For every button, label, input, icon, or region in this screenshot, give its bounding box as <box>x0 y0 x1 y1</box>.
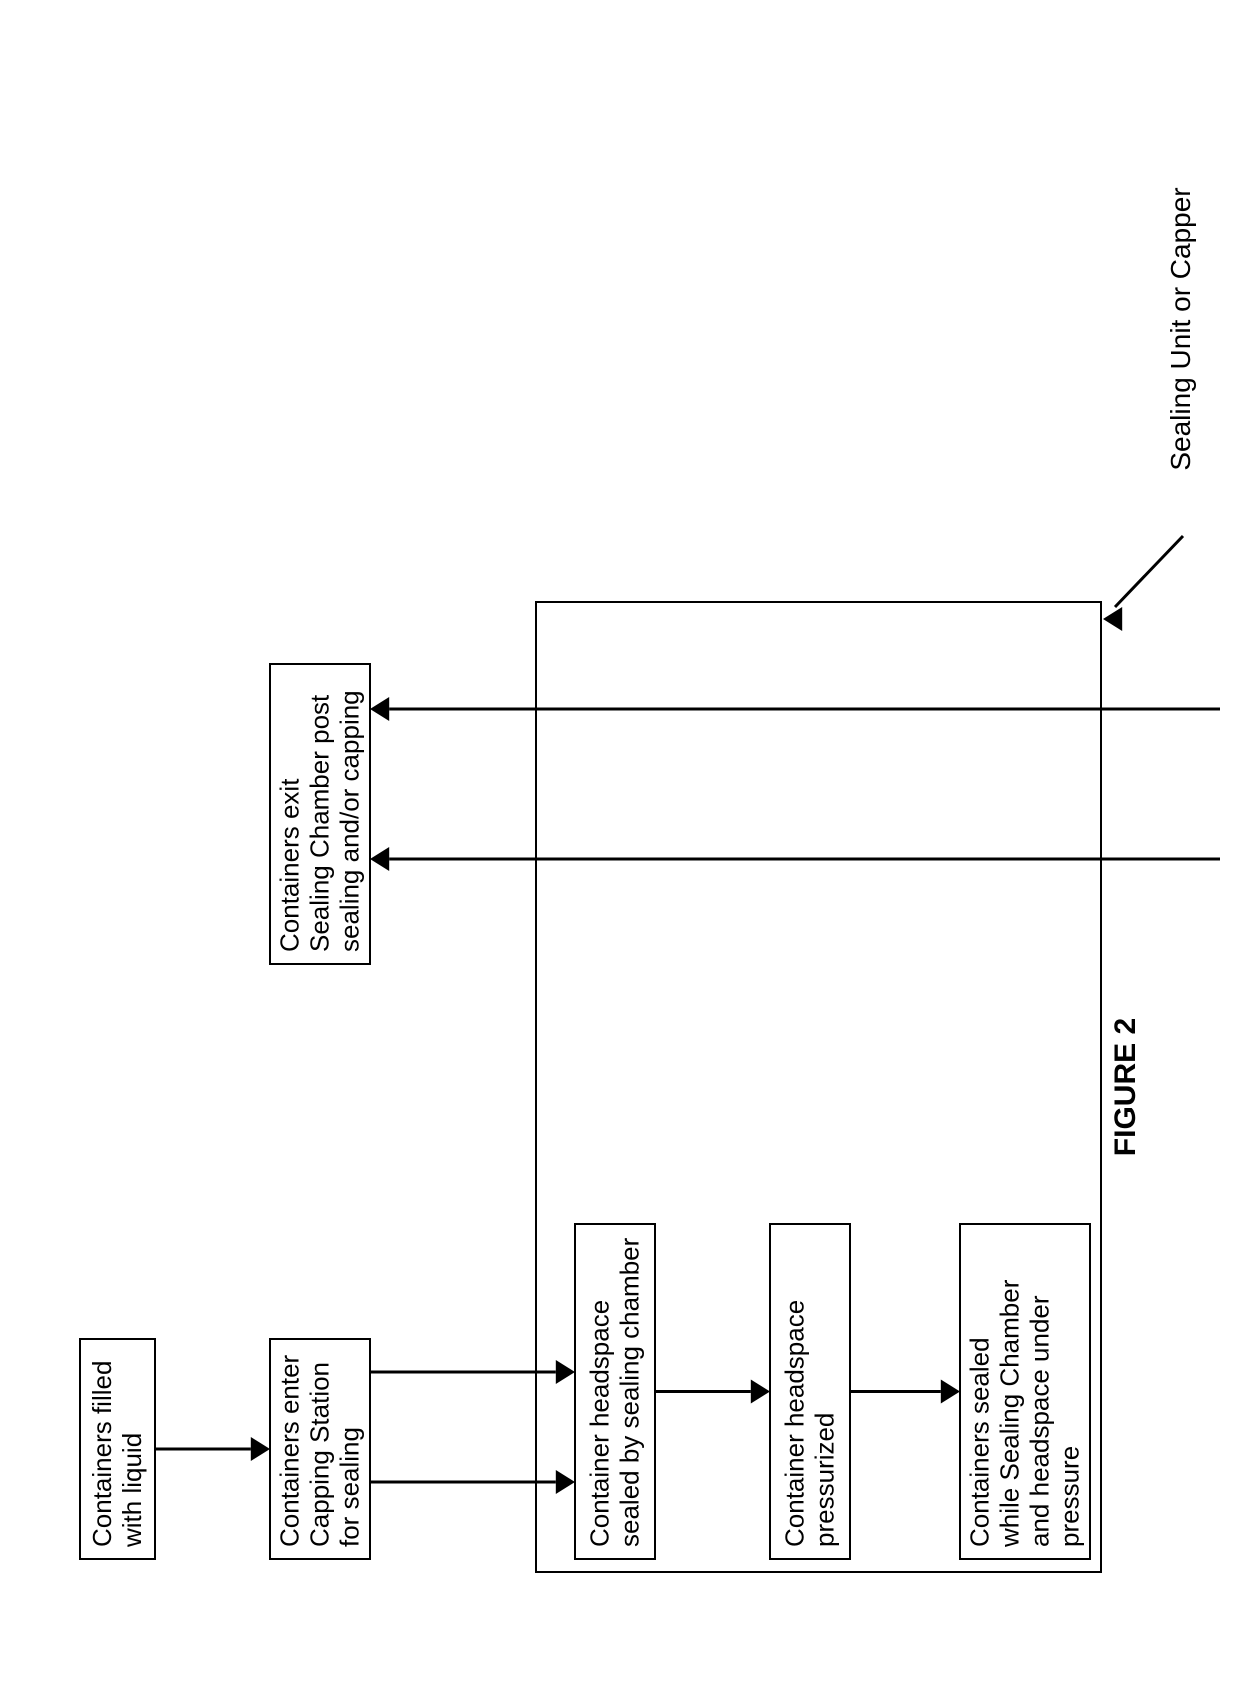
flow-node-text: Containers exit <box>275 778 305 952</box>
flow-node-text: while Sealing Chamber <box>995 1279 1025 1548</box>
flow-node-text: Container headspace <box>585 1300 615 1547</box>
flow-node-text: pressure <box>1054 1446 1084 1547</box>
flowchart-diagram: Containers filledwith liquid Containers e… <box>0 0 1240 1694</box>
flow-node-text: Sealing Chamber post <box>304 694 334 952</box>
flow-node-text: for sealing <box>334 1427 364 1547</box>
flow-node-text: and headspace under <box>1024 1295 1054 1547</box>
flow-node-text: Containers filled <box>87 1361 117 1547</box>
figure-label: FIGURE 2 <box>1109 1018 1142 1156</box>
flow-node-text: Container headspace <box>780 1300 810 1547</box>
flow-node-text: sealing and/or capping <box>334 690 364 952</box>
flow-node-text: pressurized <box>809 1413 839 1547</box>
flow-node-text: Capping Station <box>304 1362 334 1547</box>
flow-node-text: Containers enter <box>275 1354 305 1547</box>
flow-node-text: with liquid <box>117 1433 147 1548</box>
sealing-unit-label: Sealing Unit or Capper <box>1165 187 1196 470</box>
flow-node-text: Containers sealed <box>965 1337 995 1547</box>
flow-node-text: sealed by sealing chamber <box>614 1237 644 1547</box>
